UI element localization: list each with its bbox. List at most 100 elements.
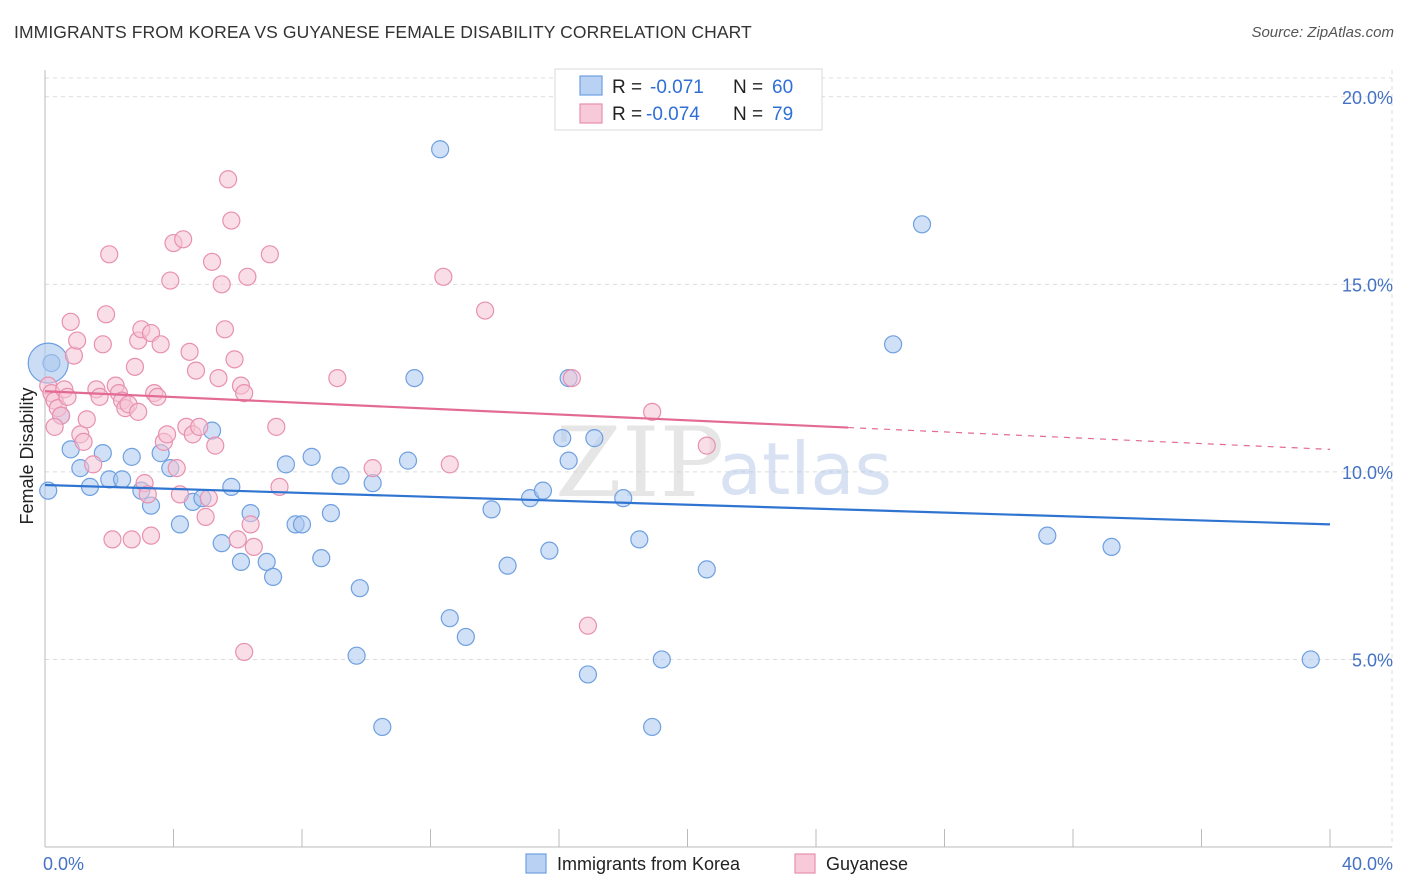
point-guyanese-61 (241, 515, 260, 534)
point-korea-49 (614, 489, 633, 508)
point-korea-40 (498, 556, 517, 575)
trend-line-korea (44, 483, 1331, 526)
point-korea-56 (1038, 526, 1057, 545)
trend-lines (44, 390, 1331, 526)
point-guyanese-65 (267, 417, 286, 436)
legend-swatch-korea (579, 75, 603, 96)
point-korea-27 (312, 549, 331, 568)
point-guyanese-16 (93, 335, 112, 354)
source-label: Source: ZipAtlas.com (1251, 24, 1394, 41)
point-korea-28 (321, 504, 341, 523)
bottom-legend-swatch-guyanese (794, 853, 816, 874)
point-guyanese-15 (90, 387, 109, 406)
point-guyanese-60 (238, 267, 257, 286)
point-guyanese-70 (440, 455, 459, 474)
point-guyanese-48 (199, 489, 218, 508)
point-korea-19 (231, 552, 251, 572)
watermark: ZIP atlas (555, 407, 892, 519)
x-tick-label-1: 40.0% (1342, 854, 1393, 874)
point-korea-30 (347, 646, 366, 665)
point-korea-50 (630, 530, 649, 549)
chart-title: IMMIGRANTS FROM KOREA VS GUYANESE FEMALE… (14, 22, 752, 42)
point-guyanese-68 (363, 459, 382, 478)
point-korea-54 (912, 215, 932, 234)
point-guyanese-67 (328, 368, 347, 388)
point-korea-23 (276, 455, 296, 474)
bottom-legend-swatch-korea (525, 853, 547, 874)
y-axis-title: Female Disability (17, 387, 37, 524)
point-korea-45 (553, 429, 572, 448)
point-korea-35 (405, 368, 424, 388)
point-guyanese-56 (225, 350, 244, 369)
point-korea-59 (39, 481, 58, 500)
point-guyanese-17 (96, 305, 116, 324)
point-korea-7 (112, 470, 132, 489)
watermark-zip: ZIP (555, 407, 724, 519)
point-korea-42 (533, 481, 553, 500)
point-korea-57 (1102, 537, 1121, 557)
point-guyanese-52 (212, 275, 231, 294)
point-korea-33 (373, 717, 392, 737)
point-guyanese-47 (196, 507, 215, 526)
trend-line-guyanese-dashed (848, 426, 1331, 450)
point-guyanese-25 (122, 530, 141, 549)
point-korea-55 (883, 335, 903, 354)
point-korea-13 (170, 515, 190, 534)
point-guyanese-8 (64, 346, 84, 365)
point-guyanese-78 (45, 417, 64, 436)
axes (44, 70, 1392, 848)
point-guyanese-72 (562, 368, 581, 388)
point-guyanese-26 (125, 357, 145, 376)
point-korea-43 (540, 541, 559, 560)
bottom-legend-korea: Immigrants from Korea (557, 854, 741, 874)
point-guyanese-34 (151, 335, 170, 354)
legend-swatch-guyanese (579, 103, 603, 124)
point-guyanese-73 (578, 616, 598, 635)
y-tick-label-2: 15.0% (1342, 275, 1393, 295)
point-korea-53 (697, 560, 716, 579)
point-guyanese-11 (74, 432, 93, 451)
legend-r-label-1: R = (612, 77, 642, 98)
point-korea-21 (257, 552, 276, 572)
point-guyanese-41 (174, 230, 193, 249)
y-tick-label-0: 5.0% (1352, 650, 1393, 670)
point-korea-17 (212, 534, 231, 553)
point-guyanese-53 (215, 320, 234, 339)
point-guyanese-69 (434, 267, 453, 286)
point-guyanese-36 (157, 425, 177, 444)
point-korea-8 (122, 447, 141, 466)
legend-n-value-1: 60 (772, 77, 793, 98)
point-korea-22 (263, 567, 283, 587)
point-guyanese-71 (476, 301, 495, 320)
point-korea-51 (643, 717, 662, 737)
point-guyanese-63 (235, 642, 254, 662)
legend-r-value-2: -0.074 (646, 104, 700, 125)
point-guyanese-50 (206, 436, 225, 455)
point-guyanese-54 (219, 170, 238, 189)
point-korea-52 (652, 650, 671, 669)
point-guyanese-57 (228, 530, 247, 549)
point-guyanese-77 (129, 402, 148, 421)
point-korea-25 (292, 515, 312, 534)
point-guyanese-13 (84, 455, 103, 474)
point-guyanese-12 (77, 410, 96, 429)
y-tick-labels: 5.0% 10.0% 15.0% 20.0% (1342, 88, 1393, 671)
y-tick-label-1: 10.0% (1342, 463, 1393, 483)
point-korea-18 (222, 477, 241, 496)
point-guyanese-45 (186, 361, 206, 380)
point-korea-26 (302, 447, 321, 466)
point-guyanese-37 (161, 271, 180, 290)
legend-r-label-2: R = (612, 104, 642, 125)
point-korea-48 (585, 429, 604, 448)
point-guyanese-74 (643, 402, 662, 421)
trend-line-guyanese (44, 390, 849, 429)
point-guyanese-64 (260, 245, 279, 264)
point-guyanese-18 (100, 245, 119, 264)
point-guyanese-59 (235, 384, 254, 403)
point-korea-37 (440, 609, 459, 628)
point-korea-38 (456, 627, 475, 647)
data-points (27, 140, 1320, 737)
x-tick-labels: 0.0% 40.0% (43, 854, 1393, 874)
legend-n-value-2: 79 (772, 104, 793, 125)
